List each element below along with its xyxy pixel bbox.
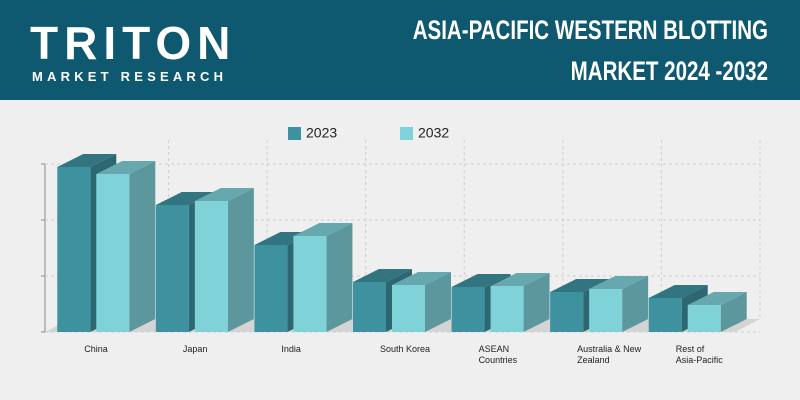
x-tick-label: China: [84, 344, 108, 354]
bar-top: [490, 273, 550, 286]
bar-side: [425, 272, 451, 332]
header: TRITON MARKET RESEARCH ASIA-PACIFIC WEST…: [0, 0, 800, 100]
bar-top: [687, 292, 747, 305]
bar-front: [451, 287, 485, 332]
bar-top: [57, 154, 117, 167]
bar-top: [550, 279, 610, 292]
x-tick-label: Rest of Asia-Pacific: [675, 344, 723, 365]
bar-front: [155, 205, 189, 332]
bar-top: [293, 223, 353, 236]
bar-front: [254, 245, 288, 332]
bar-front: [490, 286, 524, 332]
bar: [96, 161, 156, 332]
bar: [392, 272, 451, 332]
bar-front: [96, 174, 130, 332]
legend-label: 2032: [418, 125, 449, 141]
bar-front: [353, 282, 386, 332]
bar-side: [720, 292, 747, 332]
x-tick-label: ASEAN Countries: [478, 344, 518, 365]
bar-side: [227, 188, 254, 332]
bar-side: [326, 223, 353, 332]
bar: [687, 292, 747, 332]
x-tick-label: Japan: [182, 344, 208, 354]
bar-front: [293, 236, 327, 332]
x-tick-label: India: [281, 344, 301, 354]
chart-title: ASIA-PACIFIC WESTERN BLOTTING MARKET 202…: [412, 15, 768, 86]
bar-front: [392, 285, 425, 332]
legend-label: 2023: [306, 125, 337, 141]
legend-swatch: [400, 127, 413, 140]
bar-top: [194, 188, 254, 201]
bar-front: [194, 201, 228, 332]
bar-front: [57, 167, 91, 332]
bar-front: [589, 289, 623, 332]
bar: [490, 273, 550, 332]
x-tick-label: Australia & New Zealand: [577, 344, 642, 365]
bar-top: [96, 161, 156, 174]
bar-top: [589, 276, 649, 289]
bar: [194, 188, 254, 332]
bar-side: [129, 161, 156, 332]
bar-side: [523, 273, 550, 332]
bar-top: [353, 269, 412, 282]
bar-top: [392, 272, 451, 285]
bar-top: [451, 274, 511, 287]
legend-swatch: [288, 127, 301, 140]
bar-front: [550, 292, 584, 332]
bar: [293, 223, 353, 332]
bar: [589, 276, 649, 332]
x-tick-label: South Korea: [380, 344, 431, 354]
bar-front: [648, 298, 682, 332]
logo-subtitle: MARKET RESEARCH: [32, 69, 228, 84]
bar-side: [622, 276, 649, 332]
bar-top: [155, 192, 215, 205]
bar-front: [687, 305, 721, 332]
bar-top: [648, 285, 708, 298]
logo: TRITON: [30, 17, 237, 69]
